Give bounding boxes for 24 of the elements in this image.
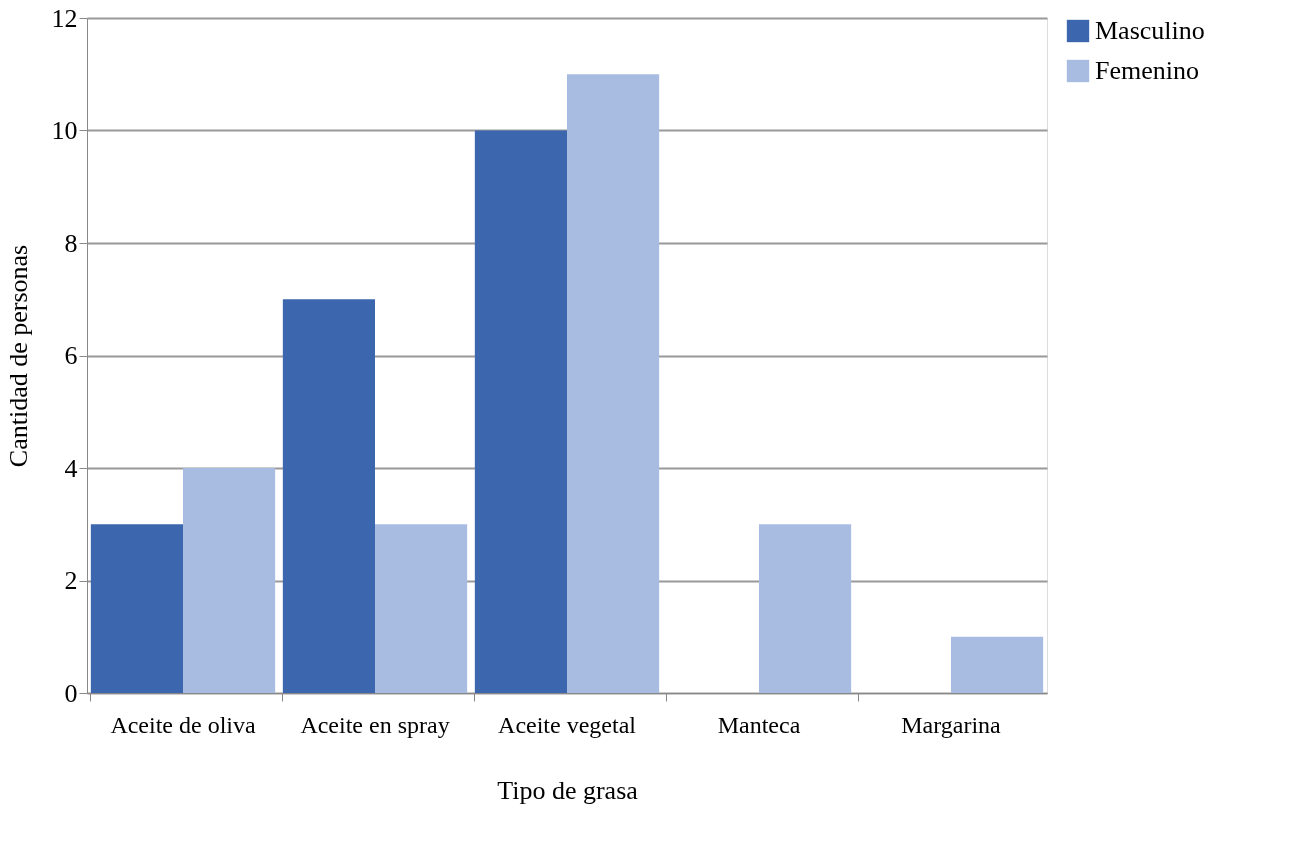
y-tick-label: 4: [64, 453, 78, 483]
bar: [567, 74, 660, 693]
bar: [282, 299, 375, 693]
y-axis-title: Cantidad de personas: [3, 244, 33, 468]
bar: [375, 524, 468, 693]
y-tick-label: 6: [64, 341, 78, 370]
y-tick-label: 12: [51, 3, 78, 33]
legend-label: Masculino: [1095, 16, 1205, 45]
y-tick-label: 2: [64, 566, 78, 595]
legend-label: Femenino: [1095, 56, 1199, 85]
x-axis-title: Tipo de grasa: [497, 775, 639, 805]
bar: [951, 636, 1044, 693]
bar: [759, 524, 852, 693]
x-tick-label: Aceite de oliva: [110, 711, 256, 738]
bar: [474, 130, 567, 693]
y-tick-label: 0: [64, 678, 78, 708]
y-tick-label: 10: [51, 116, 78, 145]
x-tick-label: Aceite en spray: [300, 711, 450, 738]
y-tick-label: 8: [64, 228, 78, 258]
x-tick-label: Aceite vegetal: [498, 711, 637, 738]
x-tick-label: Manteca: [717, 711, 801, 738]
x-tick-label: Margarina: [901, 711, 1002, 738]
bar: [90, 524, 183, 693]
bar: [183, 468, 276, 693]
